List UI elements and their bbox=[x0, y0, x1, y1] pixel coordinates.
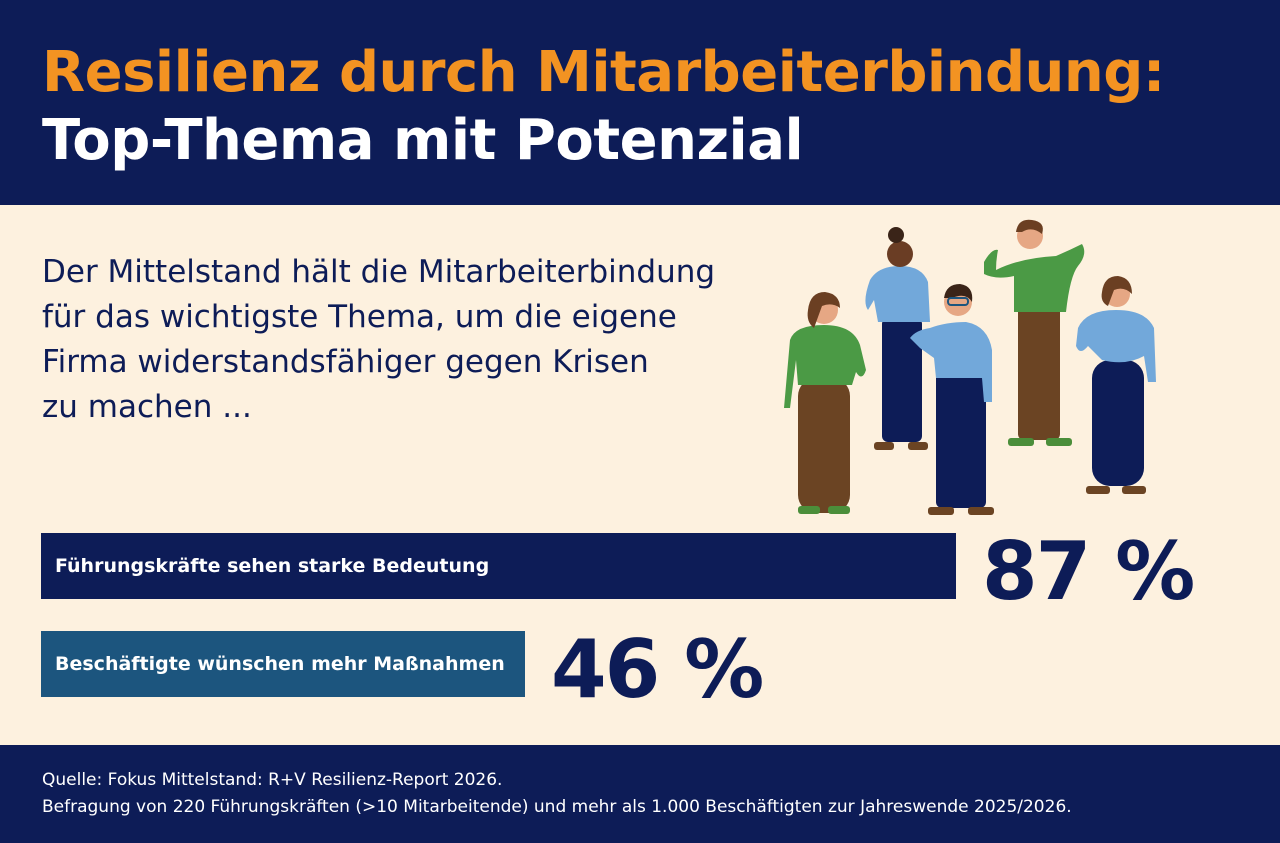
bar-beschaeftigte: Beschäftigte wünschen mehr Maßnahmen bbox=[41, 631, 525, 697]
source-text: Quelle: Fokus Mittelstand: R+V Resilienz… bbox=[42, 767, 1072, 821]
source-line: Befragung von 220 Führungskräften (>10 M… bbox=[42, 797, 1072, 817]
person-illustration-3 bbox=[910, 284, 994, 515]
footer-banner: Quelle: Fokus Mittelstand: R+V Resilienz… bbox=[0, 745, 1280, 843]
value-label-fuehrungskraefte: 87 % bbox=[982, 525, 1195, 618]
header-banner: Resilienz durch Mitarbeiterbindung: Top-… bbox=[0, 0, 1280, 205]
people-illustration bbox=[784, 219, 1156, 515]
intro-line: Der Mittelstand hält die Mitarbeiterbind… bbox=[42, 254, 716, 290]
person-illustration-1 bbox=[784, 292, 866, 514]
bar-label: Beschäftigte wünschen mehr Maßnahmen bbox=[55, 653, 505, 675]
person-illustration-5 bbox=[1076, 276, 1156, 494]
intro-line: zu machen ... bbox=[42, 389, 252, 425]
title-highlight: Resilienz durch Mitarbeiterbindung: bbox=[42, 40, 1165, 105]
value-label-beschaeftigte: 46 % bbox=[551, 623, 764, 716]
bar-fuehrungskraefte: Führungskräfte sehen starke Bedeutung bbox=[41, 533, 956, 599]
person-illustration-2 bbox=[865, 227, 930, 450]
source-line: Quelle: Fokus Mittelstand: R+V Resilienz… bbox=[42, 770, 503, 790]
intro-line: für das wichtigste Thema, um die eigene bbox=[42, 299, 677, 335]
title-subtitle: Top-Thema mit Potenzial bbox=[42, 108, 804, 173]
bar-label: Führungskräfte sehen starke Bedeutung bbox=[55, 555, 490, 577]
intro-text: Der Mittelstand hält die Mitarbeiterbind… bbox=[42, 250, 782, 430]
intro-line: Firma widerstandsfähiger gegen Krisen bbox=[42, 344, 649, 380]
person-illustration-4 bbox=[984, 219, 1085, 446]
